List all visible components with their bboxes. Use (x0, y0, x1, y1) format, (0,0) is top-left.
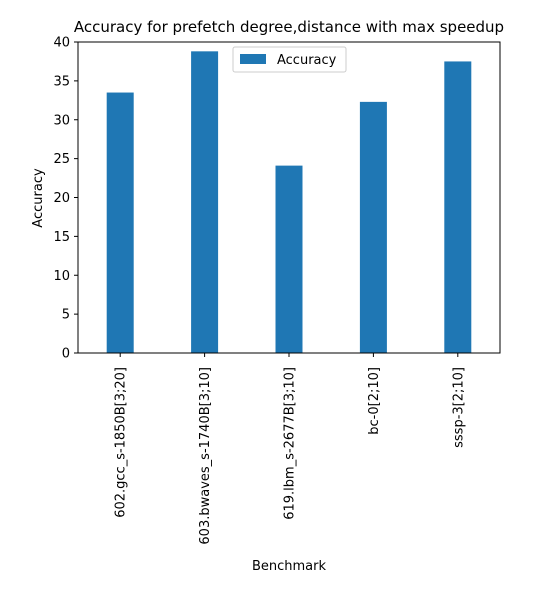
y-tick-label-35: 35 (53, 74, 70, 89)
y-tick-label-0: 0 (62, 347, 70, 362)
y-tick-label-40: 40 (53, 36, 70, 51)
bar-1 (106, 92, 134, 353)
x-axis-label: Benchmark (252, 559, 327, 574)
y-tick-label-5: 5 (62, 308, 70, 323)
x-tick-label-4: bc-0[2;10] (367, 367, 382, 435)
y-axis-label: Accuracy (31, 168, 46, 228)
bar-3 (275, 165, 303, 353)
y-tick-label-25: 25 (53, 152, 70, 167)
legend-swatch (240, 54, 266, 64)
y-tick-label-15: 15 (53, 230, 70, 245)
y-tick-label-30: 30 (53, 113, 70, 128)
bar-4 (359, 101, 387, 354)
y-tick-label-10: 10 (53, 269, 70, 284)
x-tick-label-1: 602.gcc_s-1850B[3;20] (114, 367, 129, 518)
x-tick-label-2: 603.bwaves_s-1740B[3;10] (198, 367, 213, 545)
bar-5 (444, 61, 472, 353)
x-tick-label-5: sssp-3[2;10] (451, 367, 466, 448)
y-tick-label-20: 20 (53, 191, 70, 206)
legend-box (232, 46, 347, 73)
plot-area: 0 5 10 15 20 25 30 35 40 602.gcc_s-1850B[3;20] 603… (53, 36, 501, 545)
legend-label: Accuracy (277, 53, 337, 68)
x-tick-label-3: 619.lbm_s-2677B[3;10] (283, 367, 298, 520)
chart-title: Accuracy for prefetch degree,distance wi… (74, 18, 504, 36)
bar-2 (191, 51, 219, 353)
